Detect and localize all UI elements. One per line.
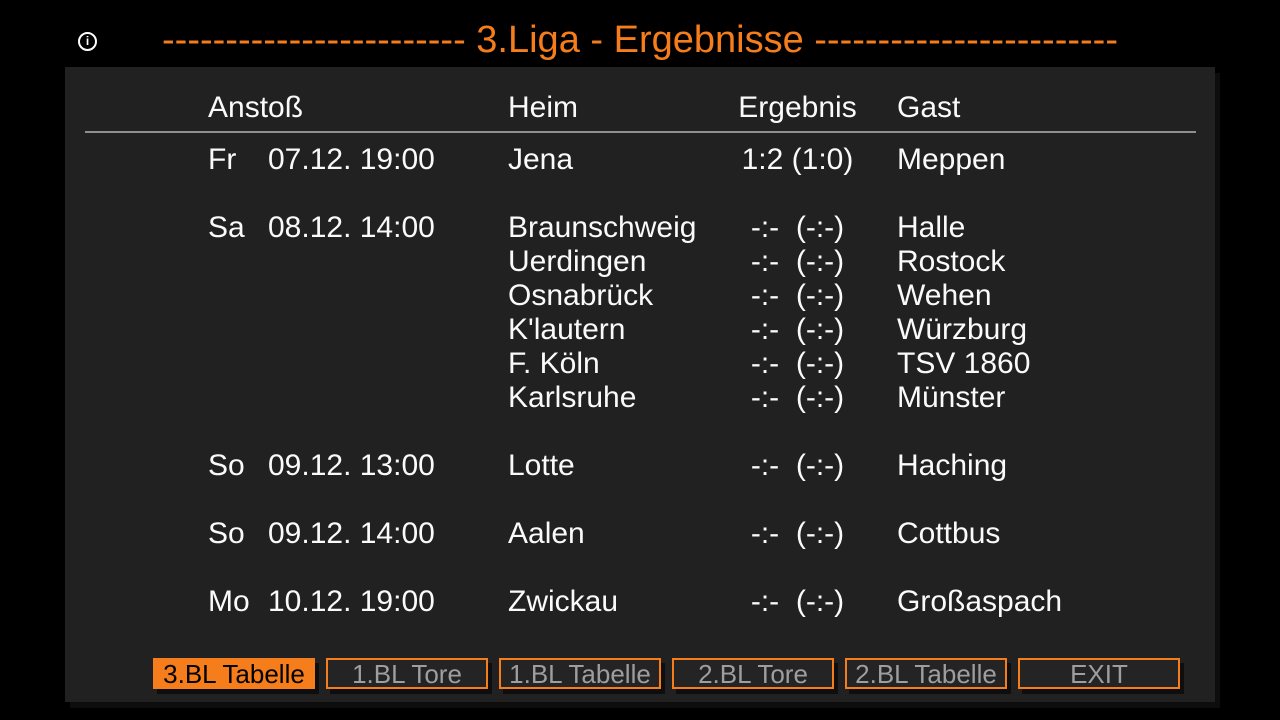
cell-day xyxy=(208,279,268,313)
match-group: So 09.12. 14:00 Aalen -:- (-:-) Cottbus xyxy=(65,517,1215,551)
cell-date xyxy=(268,313,508,347)
table-row: Sa 08.12. 14:00 Braunschweig -:- (-:-) H… xyxy=(65,211,1215,245)
title-bar: i ------------------------ 3.Liga - Erge… xyxy=(0,0,1280,67)
cell-home: F. Köln xyxy=(508,347,600,380)
column-header-guest: Gast xyxy=(897,91,961,124)
cell-result: -:- (-:-) xyxy=(750,313,845,346)
cell-guest: Rostock xyxy=(897,245,1006,278)
cell-date: 09.12. 14:00 xyxy=(268,517,435,550)
cell-home: Jena xyxy=(508,143,574,176)
cell-home: Osnabrück xyxy=(508,279,654,312)
cell-day xyxy=(208,381,268,415)
cell-home: Braunschweig xyxy=(508,211,697,244)
column-header-kickoff: Anstoß xyxy=(208,91,304,124)
table-row: Mo 10.12. 19:00 Zwickau -:- (-:-) Großas… xyxy=(65,585,1215,619)
cell-date: 08.12. 14:00 xyxy=(268,211,435,244)
cell-guest: TSV 1860 xyxy=(897,347,1031,380)
cell-day: Fr xyxy=(208,143,237,176)
cell-day: Mo xyxy=(208,585,250,618)
table-row: K'lautern -:- (-:-) Würzburg xyxy=(65,313,1215,347)
cell-date: 07.12. 19:00 xyxy=(268,143,435,176)
cell-guest: Meppen xyxy=(897,143,1006,176)
cell-guest: Halle xyxy=(897,211,966,244)
cell-guest: Cottbus xyxy=(897,517,1001,550)
cell-home: Uerdingen xyxy=(508,245,647,278)
cell-result: -:- (-:-) xyxy=(750,517,845,550)
table-row: Uerdingen -:- (-:-) Rostock xyxy=(65,245,1215,279)
cell-result: -:- (-:-) xyxy=(750,449,845,482)
match-group: Mo 10.12. 19:00 Zwickau -:- (-:-) Großas… xyxy=(65,585,1215,619)
results-panel: Anstoß Heim Ergebnis Gast Fr 07.12. 19:0… xyxy=(65,67,1215,702)
cell-result: 1:2 (1:0) xyxy=(741,143,854,176)
table-header: Anstoß Heim Ergebnis Gast xyxy=(65,91,1215,125)
cell-home: K'lautern xyxy=(508,313,626,346)
footer-button-1-bl-tore[interactable]: 1.BL Tore xyxy=(326,658,488,689)
footer-button-2-bl-tore[interactable]: 2.BL Tore xyxy=(672,658,834,689)
footer-button-2-bl-tabelle[interactable]: 2.BL Tabelle xyxy=(845,658,1007,689)
cell-day xyxy=(208,347,268,381)
cell-result: -:- (-:-) xyxy=(750,245,845,278)
results-table: Fr 07.12. 19:00 Jena 1:2 (1:0) Meppen Sa… xyxy=(65,143,1215,619)
cell-result: -:- (-:-) xyxy=(750,585,845,618)
cell-result: -:- (-:-) xyxy=(750,279,845,312)
cell-date xyxy=(268,279,508,313)
cell-date xyxy=(268,381,508,415)
footer-button-3-bl-tabelle[interactable]: 3.BL Tabelle xyxy=(153,658,315,689)
cell-guest: Großaspach xyxy=(897,585,1063,618)
info-icon[interactable]: i xyxy=(78,32,97,51)
header-separator xyxy=(85,131,1196,133)
table-row: Osnabrück -:- (-:-) Wehen xyxy=(65,279,1215,313)
column-header-home: Heim xyxy=(508,91,579,124)
page-title: ------------------------ 3.Liga - Ergebn… xyxy=(162,19,1118,61)
cell-guest: Münster xyxy=(897,381,1006,414)
cell-day: Sa xyxy=(208,211,245,244)
cell-day: So xyxy=(208,517,245,550)
cell-home: Aalen xyxy=(508,517,585,550)
cell-home: Zwickau xyxy=(508,585,619,618)
column-header-result: Ergebnis xyxy=(738,91,857,124)
footer-button-1-bl-tabelle[interactable]: 1.BL Tabelle xyxy=(499,658,661,689)
match-group: So 09.12. 13:00 Lotte -:- (-:-) Haching xyxy=(65,449,1215,483)
table-row: F. Köln -:- (-:-) TSV 1860 xyxy=(65,347,1215,381)
match-group: Sa 08.12. 14:00 Braunschweig -:- (-:-) H… xyxy=(65,211,1215,415)
cell-result: -:- (-:-) xyxy=(750,381,845,414)
cell-home: Lotte xyxy=(508,449,575,482)
cell-date: 09.12. 13:00 xyxy=(268,449,435,482)
cell-guest: Würzburg xyxy=(897,313,1028,346)
footer-button-exit[interactable]: EXIT xyxy=(1018,658,1180,689)
cell-day: So xyxy=(208,449,245,482)
cell-result: -:- (-:-) xyxy=(750,347,845,380)
cell-result: -:- (-:-) xyxy=(750,211,845,244)
cell-day xyxy=(208,245,268,279)
match-group: Fr 07.12. 19:00 Jena 1:2 (1:0) Meppen xyxy=(65,143,1215,177)
cell-home: Karlsruhe xyxy=(508,381,637,414)
cell-date xyxy=(268,245,508,279)
cell-guest: Haching xyxy=(897,449,1008,482)
table-row: So 09.12. 13:00 Lotte -:- (-:-) Haching xyxy=(65,449,1215,483)
table-row: So 09.12. 14:00 Aalen -:- (-:-) Cottbus xyxy=(65,517,1215,551)
cell-guest: Wehen xyxy=(897,279,992,312)
cell-date xyxy=(268,347,508,381)
footer-button-row: 3.BL Tabelle 1.BL Tore 1.BL Tabelle 2.BL To… xyxy=(153,658,1180,689)
table-row: Karlsruhe -:- (-:-) Münster xyxy=(65,381,1215,415)
table-row: Fr 07.12. 19:00 Jena 1:2 (1:0) Meppen xyxy=(65,143,1215,177)
cell-date: 10.12. 19:00 xyxy=(268,585,435,618)
cell-day xyxy=(208,313,268,347)
